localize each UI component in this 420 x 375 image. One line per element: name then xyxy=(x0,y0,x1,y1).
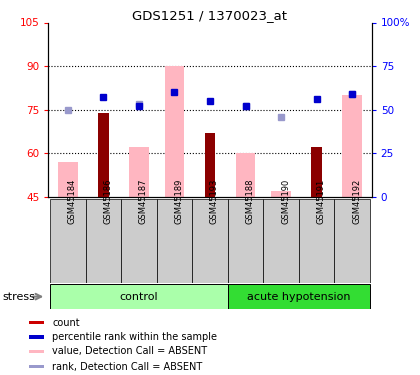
Bar xyxy=(334,199,370,283)
Bar xyxy=(86,199,121,283)
Bar xyxy=(121,199,157,283)
Text: GSM45192: GSM45192 xyxy=(352,178,361,224)
Bar xyxy=(205,133,215,197)
Bar xyxy=(98,112,109,197)
Bar xyxy=(50,199,86,283)
Bar xyxy=(228,284,370,309)
Text: GSM45190: GSM45190 xyxy=(281,178,290,224)
Text: acute hypotension: acute hypotension xyxy=(247,292,351,302)
Text: stress: stress xyxy=(2,292,35,302)
Text: percentile rank within the sample: percentile rank within the sample xyxy=(52,332,218,342)
Bar xyxy=(29,335,45,339)
Bar xyxy=(157,199,192,283)
Text: GSM45186: GSM45186 xyxy=(103,178,113,224)
Bar xyxy=(299,199,334,283)
Text: GDS1251 / 1370023_at: GDS1251 / 1370023_at xyxy=(132,9,288,22)
Text: GSM45189: GSM45189 xyxy=(174,178,184,224)
Text: GSM45193: GSM45193 xyxy=(210,178,219,224)
Bar xyxy=(29,321,45,324)
Bar xyxy=(50,284,228,309)
Text: GSM45191: GSM45191 xyxy=(317,178,326,224)
Bar xyxy=(342,95,362,197)
Text: count: count xyxy=(52,318,80,328)
Bar xyxy=(29,350,45,353)
Text: rank, Detection Call = ABSENT: rank, Detection Call = ABSENT xyxy=(52,362,203,372)
Text: GSM45187: GSM45187 xyxy=(139,178,148,224)
Bar xyxy=(263,199,299,283)
Bar xyxy=(29,365,45,369)
Bar xyxy=(192,199,228,283)
Bar xyxy=(228,199,263,283)
Bar xyxy=(311,147,322,197)
Text: GSM45184: GSM45184 xyxy=(68,178,77,224)
Bar xyxy=(271,191,291,197)
Text: GSM45188: GSM45188 xyxy=(246,178,255,224)
Text: control: control xyxy=(120,292,158,302)
Bar xyxy=(129,147,149,197)
Bar xyxy=(165,66,184,197)
Text: value, Detection Call = ABSENT: value, Detection Call = ABSENT xyxy=(52,346,207,356)
Bar xyxy=(236,153,255,197)
Bar xyxy=(58,162,78,197)
